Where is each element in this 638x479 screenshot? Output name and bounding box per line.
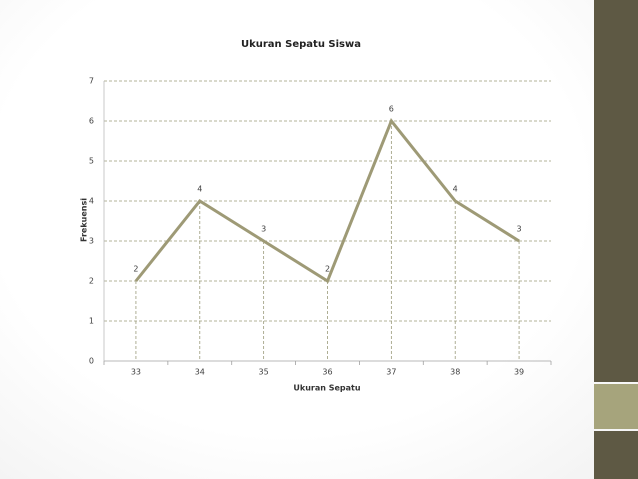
series-line	[134, 118, 520, 284]
y-tick-label: 7	[89, 77, 94, 86]
side-panel-bottom	[594, 431, 638, 479]
x-tick-label: 38	[450, 368, 460, 377]
chart: Ukuran Sepatu Siswa Ukuran Sepatu Frekue…	[80, 39, 552, 393]
data-label: 4	[197, 185, 202, 194]
x-tick-label: 39	[514, 368, 524, 377]
x-tick-label: 33	[131, 368, 141, 377]
y-tick-label: 6	[89, 117, 94, 126]
x-tick-label: 35	[259, 368, 269, 377]
y-axis-title: Frekuensi	[80, 198, 89, 242]
data-label: 6	[389, 105, 394, 114]
side-panel-accent	[594, 384, 638, 429]
x-tick-label: 37	[386, 368, 396, 377]
y-tick-label: 4	[89, 197, 94, 206]
side-panel-top	[594, 0, 638, 382]
x-axis-title: Ukuran Sepatu	[293, 384, 360, 393]
data-label: 2	[133, 265, 138, 274]
y-tick-label: 3	[89, 237, 94, 246]
data-label: 4	[453, 185, 458, 194]
data-label: 3	[517, 225, 522, 234]
y-tick-label: 2	[89, 277, 94, 286]
chart-title: Ukuran Sepatu Siswa	[241, 39, 361, 50]
data-label: 2	[325, 265, 330, 274]
y-tick-label: 1	[89, 317, 94, 326]
x-tick-label: 36	[322, 368, 332, 377]
y-tick-label: 5	[89, 157, 94, 166]
data-label: 3	[261, 225, 266, 234]
x-tick-label: 34	[195, 368, 205, 377]
y-tick-label: 0	[89, 357, 94, 366]
